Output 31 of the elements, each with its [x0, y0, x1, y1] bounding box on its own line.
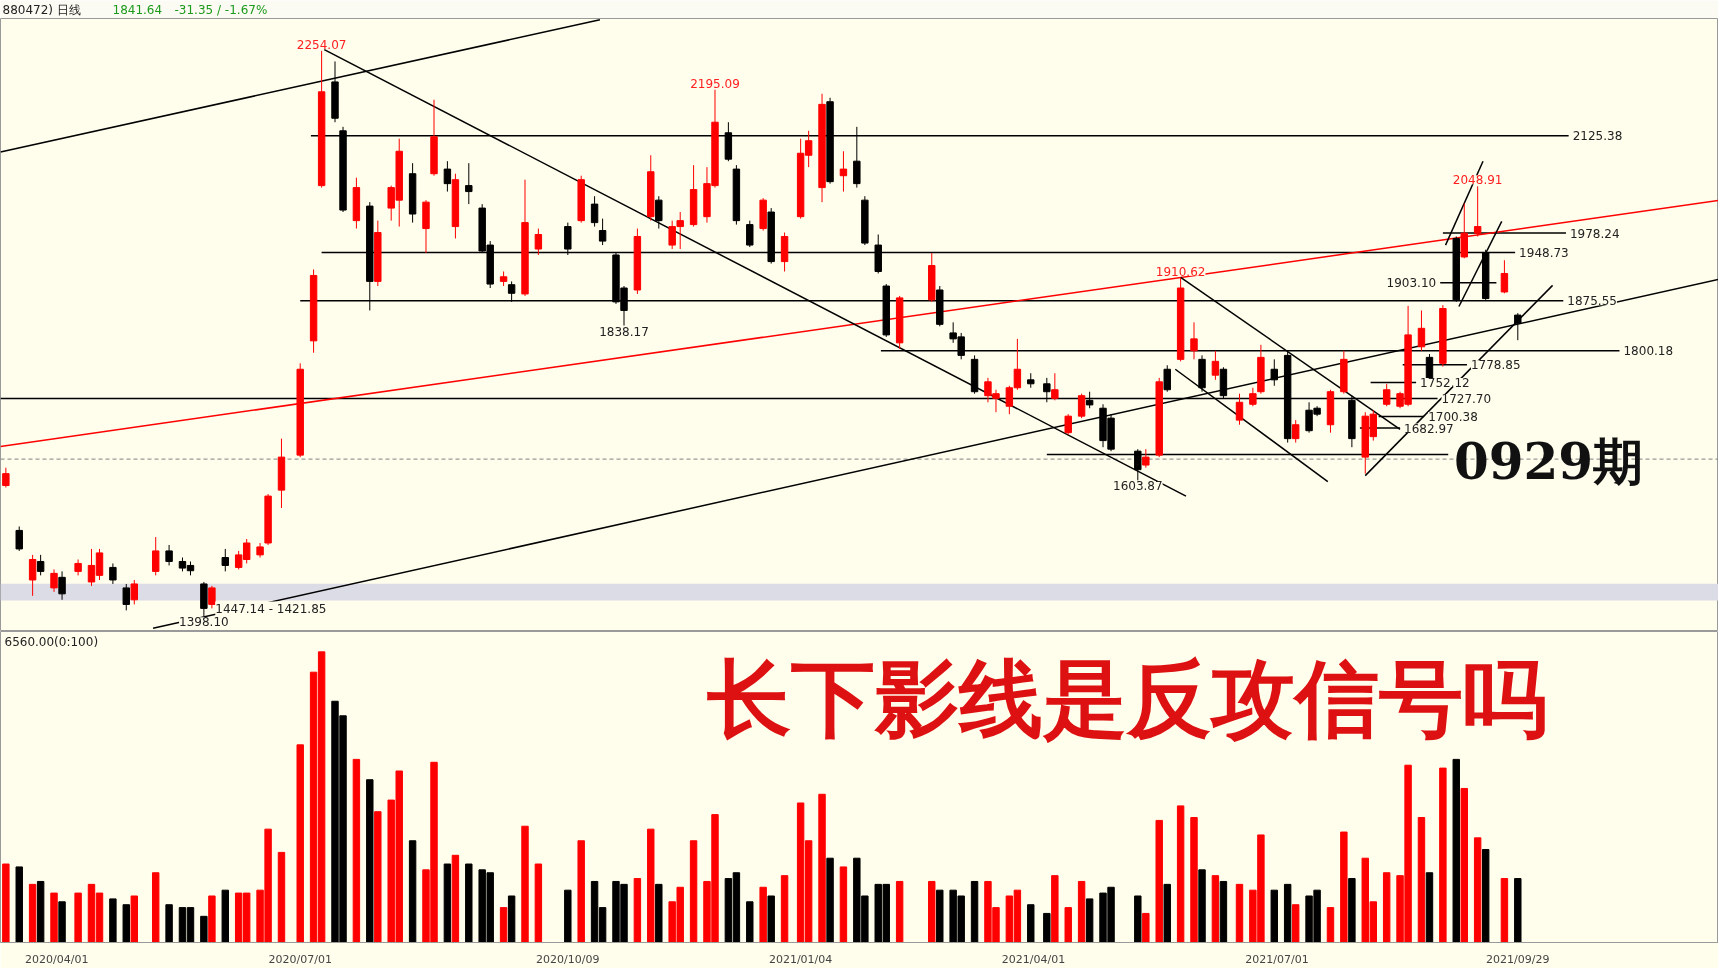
text: -31.35 / -1.67% — [174, 2, 268, 17]
text: 6560.00(0:100) — [4, 634, 99, 649]
series-label: 1778.85 — [1470, 358, 1521, 373]
series-label: 1727.70 — [1441, 392, 1492, 407]
x-tick-label: 2021/01/04 — [768, 952, 833, 966]
series-label: 1800.18 — [1623, 344, 1674, 359]
x-tick-label: 2020/10/09 — [536, 952, 600, 966]
text: 1841.64 — [112, 3, 163, 17]
series-label: 1903.10 — [1386, 276, 1437, 291]
series-label: 1875.55 — [1567, 294, 1617, 309]
x-tick-label: 2021/07/01 — [1245, 952, 1309, 966]
x-tick-label: 2020/04/01 — [25, 952, 89, 966]
text: 880472) — [2, 2, 53, 17]
x-tick-label: 2020/07/01 — [268, 952, 332, 966]
text: 日线 — [56, 2, 81, 17]
annotation: 长下影线是反攻信号吗 — [706, 648, 1548, 748]
x-tick-label: 2021/04/01 — [1001, 952, 1066, 966]
x-tick-label: 2021/09/29 — [1486, 952, 1550, 966]
band-label: 1447.14 - 1421.85 — [215, 601, 327, 616]
annotation: 2195.09 — [690, 76, 740, 91]
annotation: 1603.87 — [1112, 479, 1163, 494]
series-label: 1978.24 — [1569, 226, 1620, 241]
annotation: 2048.91 — [1452, 173, 1503, 188]
series-label: 1948.73 — [1519, 246, 1569, 261]
annotation: 0929期 — [1453, 432, 1644, 492]
annotation: 1398.10 — [179, 615, 229, 630]
annotation: 1838.17 — [599, 324, 649, 339]
annotation: 2254.07 — [296, 37, 347, 52]
series-label: 2125.38 — [1572, 129, 1623, 144]
annotation: 1910.62 — [1155, 264, 1206, 279]
series-label: 1752.12 — [1420, 375, 1470, 390]
